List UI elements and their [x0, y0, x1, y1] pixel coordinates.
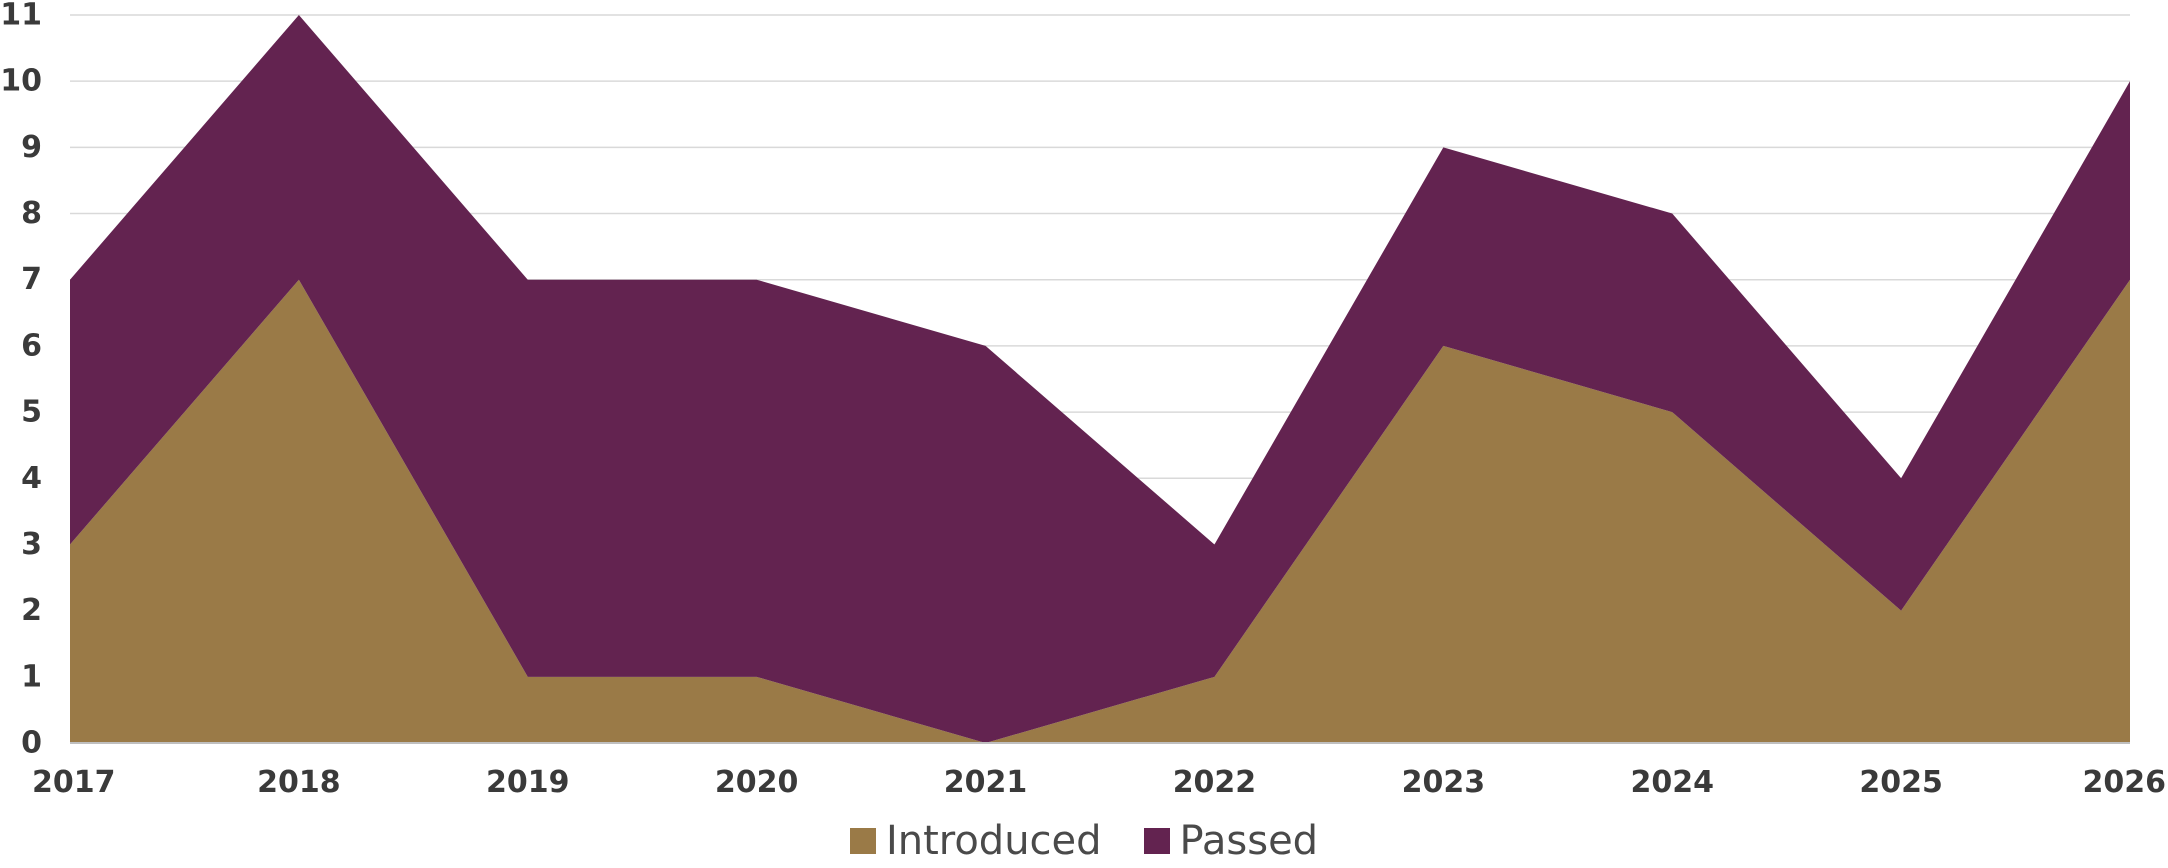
- legend-item-introduced[interactable]: Introduced: [849, 818, 1102, 864]
- y-tick-label-0: 0: [21, 726, 42, 761]
- y-tick-label-8: 8: [21, 196, 42, 231]
- y-axis-tick-labels: 0 1 2 3 4 5 6 7 8 9 10 11: [0, 0, 42, 761]
- x-tick-label-2017: 2017: [32, 765, 116, 800]
- y-tick-label-7: 7: [21, 262, 42, 297]
- y-tick-label-4: 4: [21, 461, 42, 496]
- x-tick-label-2019: 2019: [486, 765, 570, 800]
- x-tick-label-2018: 2018: [257, 765, 341, 800]
- x-tick-label-2026: 2026: [2083, 765, 2167, 800]
- y-tick-label-5: 5: [21, 395, 42, 430]
- y-tick-label-9: 9: [21, 130, 42, 165]
- y-tick-label-10: 10: [0, 64, 42, 99]
- x-tick-label-2023: 2023: [1402, 765, 1486, 800]
- legend-label-introduced: Introduced: [885, 818, 1102, 864]
- x-tick-label-2021: 2021: [944, 765, 1028, 800]
- area-series-introduced: [70, 279, 2130, 743]
- y-tick-label-3: 3: [21, 527, 42, 562]
- legend-label-passed: Passed: [1179, 818, 1319, 864]
- y-tick-label-2: 2: [21, 593, 42, 628]
- legend: Introduced Passed: [0, 814, 2168, 868]
- x-tick-label-2020: 2020: [715, 765, 799, 800]
- legend-item-passed[interactable]: Passed: [1143, 818, 1319, 864]
- legend-swatch-passed: [1143, 828, 1170, 854]
- x-tick-label-2025: 2025: [1859, 765, 1943, 800]
- series-areas: [70, 15, 2130, 743]
- area-series-passed: [70, 15, 2130, 743]
- y-tick-label-6: 6: [21, 328, 42, 363]
- y-tick-label-11: 11: [0, 0, 42, 33]
- x-axis-tick-labels: 2017 2018 2019 2020 2021 2022 2023 2024 2025 2026: [32, 765, 2166, 800]
- x-tick-label-2024: 2024: [1630, 765, 1714, 800]
- y-tick-label-1: 1: [21, 659, 42, 694]
- x-tick-label-2022: 2022: [1173, 765, 1257, 800]
- legend-swatch-introduced: [849, 828, 876, 854]
